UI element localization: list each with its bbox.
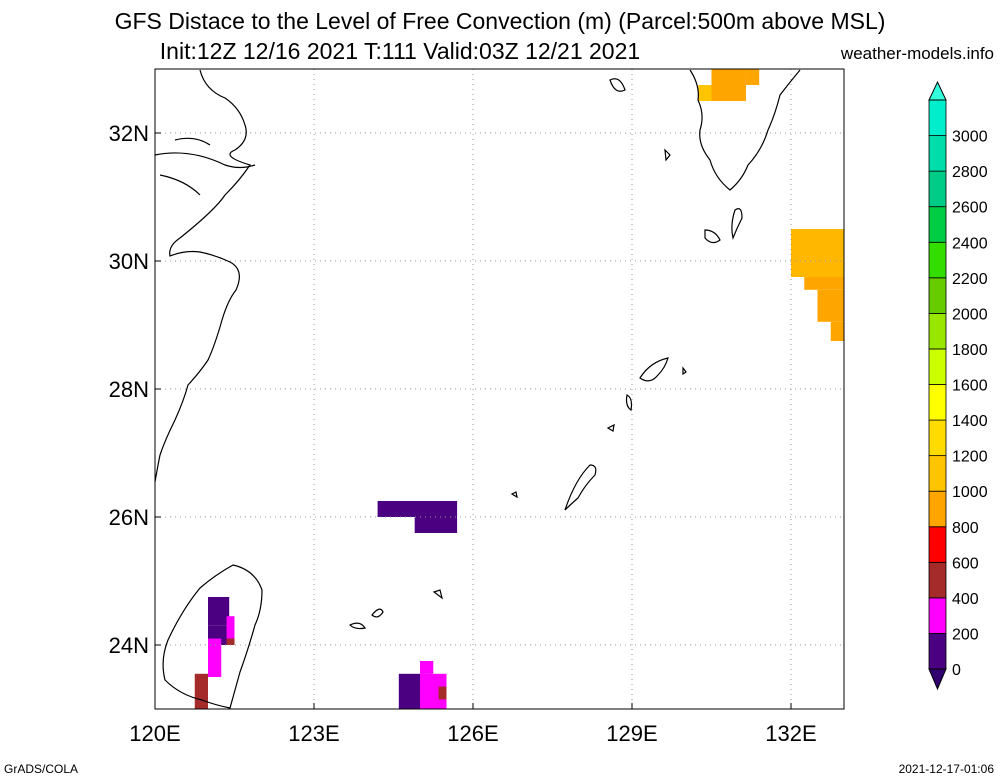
colorbar-segment [928, 206, 947, 243]
tick-label-lon: 126E [447, 721, 498, 746]
colorbar-under-triangle [928, 668, 947, 691]
colorbar-label: 800 [952, 520, 979, 537]
lat-lon-grid [154, 69, 844, 709]
field-cell [226, 638, 235, 645]
field-cell [438, 686, 447, 700]
axis-ticks: 120E 123E 126E 129E 132E 24N 26N 28N 30N 32N [109, 121, 817, 746]
colorbar-label: 0 [952, 662, 961, 679]
field-cell [830, 321, 844, 341]
colorbar-segment [928, 633, 947, 670]
field-cell [791, 229, 844, 277]
tick-label-lon: 132E [765, 721, 816, 746]
field-cell [208, 638, 222, 677]
field-cell [194, 673, 208, 709]
map-subtitle: Init:12Z 12/16 2021 T:111 Valid:03Z 12/2… [159, 38, 641, 64]
colorbar-segment [928, 312, 947, 350]
colorbar-segment [928, 490, 947, 528]
colorbar: 0 200 400 600 800 1000 1200 1400 1600 1800 2000 220… [928, 80, 988, 691]
colorbar-label: 400 [952, 591, 979, 608]
colorbar-label: 2800 [952, 164, 988, 181]
field-cell [208, 597, 230, 626]
tick-label-lon: 123E [288, 721, 339, 746]
field-cell [414, 517, 458, 533]
colorbar-segment [928, 597, 947, 634]
colorbar-over-triangle [928, 80, 947, 101]
source-label: weather-models.info [840, 44, 994, 63]
footer-right: 2021-12-17-01:06 [898, 762, 994, 776]
field-cell [745, 69, 760, 85]
colorbar-segment [928, 135, 947, 172]
colorbar-segment [928, 348, 947, 385]
field-cell [711, 69, 746, 101]
field-fills [194, 69, 844, 709]
colorbar-segment [928, 241, 947, 279]
coast-china [154, 69, 251, 483]
colorbar-label: 1800 [952, 342, 988, 359]
colorbar-segment [928, 170, 947, 208]
colorbar-label: 200 [952, 626, 979, 643]
colorbar-label: 1200 [952, 449, 988, 466]
field-cell [804, 277, 844, 290]
colorbar-label: 2200 [952, 271, 988, 288]
tick-label-lat: 32N [109, 121, 149, 146]
colorbar-label: 1600 [952, 378, 988, 395]
field-cell [377, 501, 458, 517]
colorbar-segment [928, 99, 947, 136]
colorbar-segment [928, 561, 947, 599]
tick-label-lat: 30N [109, 249, 149, 274]
colorbar-segment [928, 455, 947, 492]
tick-label-lon: 120E [129, 721, 180, 746]
footer-left: GrADS/COLA [4, 762, 79, 776]
colorbar-segment [928, 526, 947, 563]
colorbar-label: 3000 [952, 129, 988, 146]
tick-label-lat: 28N [109, 377, 149, 402]
colorbar-label: 2400 [952, 235, 988, 252]
field-cell [226, 616, 235, 639]
colorbar-segment [928, 384, 947, 421]
colorbar-label: 2000 [952, 306, 988, 323]
tick-label-lon: 129E [606, 721, 657, 746]
colorbar-label: 1000 [952, 484, 988, 501]
field-cell [817, 289, 844, 322]
tick-label-lat: 26N [109, 505, 149, 530]
colorbar-label: 600 [952, 555, 979, 572]
coast-kyushu [609, 69, 801, 376]
coastlines [154, 69, 801, 709]
tick-label-lat: 24N [109, 633, 149, 658]
colorbar-segment [928, 277, 947, 314]
coast-ryukyu [348, 357, 669, 630]
colorbar-label: 2600 [952, 200, 988, 217]
map-title: GFS Distace to the Level of Free Convect… [114, 8, 886, 34]
field-cell [420, 661, 434, 674]
colorbar-segment [928, 419, 947, 457]
coast-taiwan [162, 564, 263, 709]
colorbar-label: 1400 [952, 413, 988, 430]
coast-yangtze [154, 137, 256, 196]
